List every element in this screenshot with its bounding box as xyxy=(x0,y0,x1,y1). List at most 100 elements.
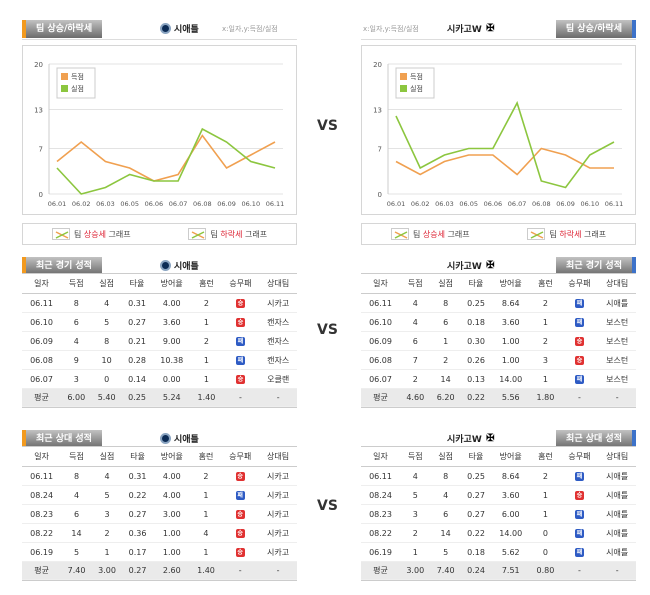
panel-tag: 팀 상승/하락세 xyxy=(22,20,103,38)
win-badge: 승 xyxy=(235,529,245,538)
stats-table-wrap: 일자 득점 실점 타율 방어율 홈런 승무패 상대팀 06.11 8 4 0.31 4.00 2 승 시카고 0… xyxy=(22,273,297,408)
table-cell: 0.27 xyxy=(121,312,153,332)
trend-chart: 0 7 13 20 06.01 06.02 06.03 06.05 06.06 06.07 06.0… xyxy=(361,45,636,215)
column-header: 상대팀 xyxy=(598,446,636,467)
table-cell: 4 xyxy=(61,331,92,351)
result-cell: 승 xyxy=(221,504,260,524)
x-tick-label: 06.02 xyxy=(72,200,91,208)
legend-label: 실점 xyxy=(71,84,84,93)
table-cell: 06.08 xyxy=(361,350,401,370)
vs-label: VS xyxy=(317,322,338,338)
legend-label: 득점 xyxy=(71,73,84,81)
table-header-row: 일자 득점 실점 타율 방어율 홈런 승무패 상대팀 xyxy=(22,446,297,467)
average-cell: - xyxy=(560,388,599,407)
team-label: 시애틀 xyxy=(160,259,199,272)
table-cell: 2 xyxy=(430,350,461,370)
result-cell: 패 xyxy=(221,350,260,370)
series-line xyxy=(56,134,276,182)
table-cell: 2 xyxy=(400,369,431,389)
team-name: 시카고W xyxy=(447,435,482,445)
result-cell: 승 xyxy=(221,312,260,332)
table-cell: 1.00 xyxy=(152,523,191,543)
table-cell: 3 xyxy=(91,504,123,524)
table-cell: 0.28 xyxy=(121,350,153,370)
legend-up: 팀 상승세 그래프 xyxy=(51,228,131,240)
result-cell: 승 xyxy=(221,369,260,389)
table-row: 08.23 6 3 0.27 3.00 1 승 시카고 xyxy=(22,504,297,524)
legend-up-label: 팀 상승세 그래프 xyxy=(73,229,131,239)
table-cell: 시애틀 xyxy=(598,485,636,505)
table-cell: 0.31 xyxy=(122,466,153,486)
column-header: 실점 xyxy=(91,446,123,467)
table-cell: 2 xyxy=(530,466,561,486)
table-cell: 2 xyxy=(190,466,222,486)
y-tick-label: 0 xyxy=(39,191,43,199)
seattle-head-to-head: 최근 상대 성적 시애틀 일자 득점 실점 타율 방어율 홈런 승무패 상대팀 06.11 8 4 0… xyxy=(22,428,297,581)
average-cell: - xyxy=(221,561,260,580)
average-cell: 6.20 xyxy=(430,388,461,407)
table-cell: 06.10 xyxy=(22,312,62,332)
table-cell: 4 xyxy=(400,293,431,313)
table-cell: 5 xyxy=(430,542,461,562)
legend-up: 팀 상승세 그래프 xyxy=(390,228,470,240)
stats-table-wrap: 일자 득점 실점 타율 방어율 홈런 승무패 상대팀 06.11 8 4 0.31 4.00 2 승 시카고 0… xyxy=(22,446,297,581)
average-cell: 0.27 xyxy=(122,561,153,580)
table-cell: 0.27 xyxy=(460,485,492,505)
table-cell: 0.27 xyxy=(460,504,492,524)
result-cell: 패 xyxy=(560,542,599,562)
legend-down-label: 팀 하락세 그래프 xyxy=(549,229,607,239)
loss-badge: 패 xyxy=(235,491,245,500)
table-cell: 1 xyxy=(91,542,123,562)
table-cell: 14 xyxy=(430,523,461,543)
average-cell: 0.22 xyxy=(460,388,492,407)
table-cell: 8 xyxy=(91,331,122,351)
table-cell: 06.11 xyxy=(361,293,401,313)
column-header: 타율 xyxy=(460,273,492,294)
table-cell: 3.60 xyxy=(491,485,531,505)
table-cell: 1.00 xyxy=(491,331,531,351)
table-cell: 5 xyxy=(61,542,92,562)
legend-label: 득점 xyxy=(410,73,423,81)
table-cell: 시카고 xyxy=(259,293,297,313)
table-row: 06.08 9 10 0.28 10.38 1 패 캔자스 xyxy=(22,350,297,370)
average-cell: 5.24 xyxy=(152,388,192,407)
average-cell: - xyxy=(259,388,297,407)
table-cell: 시애틀 xyxy=(598,293,636,313)
table-cell: 06.11 xyxy=(361,466,401,486)
team-label: 시카고W ✠ xyxy=(447,432,496,445)
table-cell: 시카고 xyxy=(259,542,297,562)
legend-box xyxy=(395,67,435,99)
table-cell: 3 xyxy=(400,504,431,524)
table-cell: 2 xyxy=(191,331,222,351)
vs-label: VS xyxy=(317,498,338,514)
chart-legend-bar: 팀 상승세 그래프 팀 하락세 그래프 xyxy=(361,223,636,245)
table-cell: 1 xyxy=(190,485,222,505)
series-line xyxy=(395,147,614,176)
table-cell: 4 xyxy=(430,485,461,505)
result-cell: 승 xyxy=(560,331,599,351)
table-cell: 4 xyxy=(91,466,123,486)
average-cell: 0.25 xyxy=(121,388,153,407)
team-name: 시애틀 xyxy=(174,435,199,445)
table-cell: 8.64 xyxy=(491,466,531,486)
table-cell: 시애틀 xyxy=(598,504,636,524)
chicago-head-to-head: 시카고W ✠ 최근 상대 성적 일자 득점 실점 타율 방어율 홈런 승무패 상대팀 06.11… xyxy=(361,428,636,581)
average-cell: 0.80 xyxy=(530,561,561,580)
stats-table: 일자 득점 실점 타율 방어율 홈런 승무패 상대팀 06.11 8 4 0.31 4.00 2 승 시카고 0… xyxy=(22,446,297,580)
table-cell: 1 xyxy=(191,369,222,389)
table-cell: 1 xyxy=(530,369,561,389)
column-header: 방어율 xyxy=(152,446,191,467)
average-cell: 5.56 xyxy=(491,388,531,407)
loss-badge: 패 xyxy=(574,548,584,557)
table-cell: 캔자스 xyxy=(259,350,297,370)
average-cell: 3.00 xyxy=(400,561,431,580)
x-tick-label: 06.10 xyxy=(241,200,260,208)
result-cell: 승 xyxy=(221,466,260,486)
average-cell: 7.40 xyxy=(61,561,92,580)
table-cell: 08.22 xyxy=(361,523,401,543)
average-cell: 평균 xyxy=(22,388,62,407)
table-cell: 1 xyxy=(190,504,222,524)
legend-swatch xyxy=(61,73,68,80)
table-cell: 06.08 xyxy=(22,350,62,370)
